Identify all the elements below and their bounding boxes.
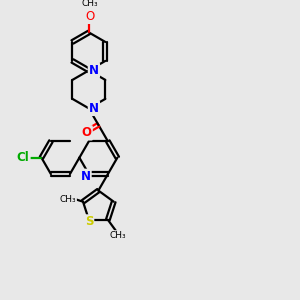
- Text: Cl: Cl: [17, 151, 29, 164]
- Text: CH₃: CH₃: [82, 0, 99, 8]
- Text: CH₃: CH₃: [59, 195, 76, 204]
- Text: O: O: [82, 126, 92, 140]
- Text: CH₃: CH₃: [109, 231, 126, 240]
- Text: N: N: [89, 102, 99, 115]
- Text: N: N: [89, 64, 99, 77]
- Text: N: N: [80, 170, 91, 183]
- Text: O: O: [86, 10, 95, 23]
- Text: S: S: [85, 215, 93, 229]
